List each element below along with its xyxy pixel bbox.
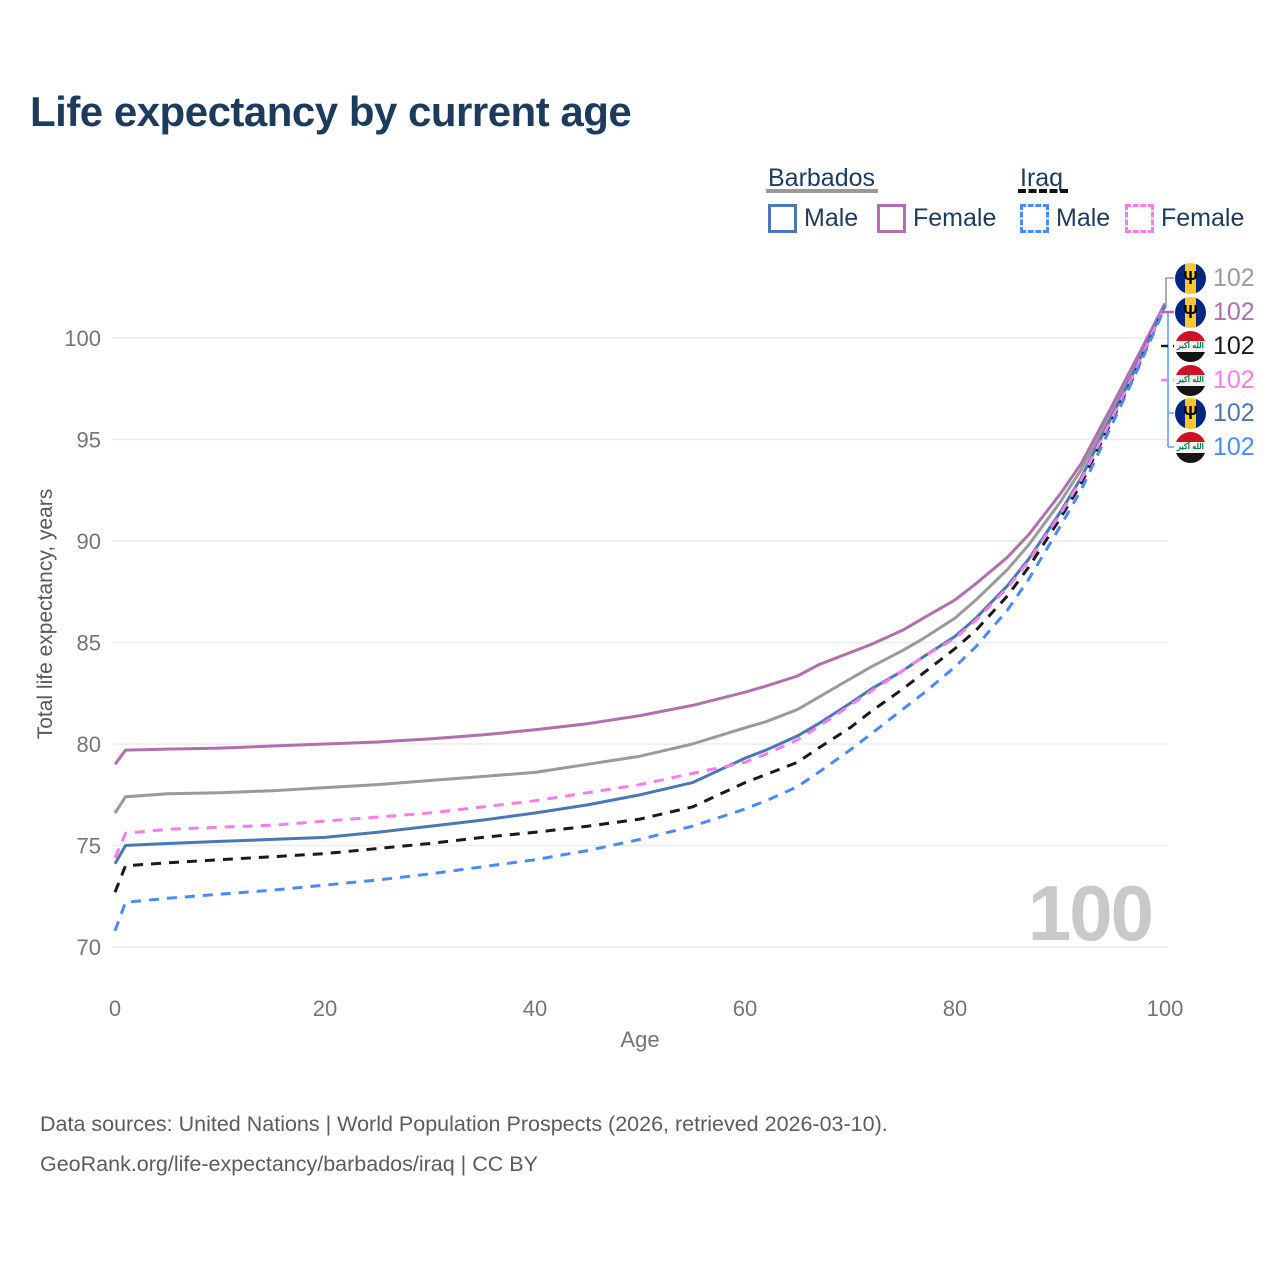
legend-swatch-barbados-female[interactable]	[877, 204, 906, 233]
trident-glyph: Ψ	[1183, 267, 1198, 288]
legend-item-barbados-female[interactable]: Female	[877, 204, 996, 233]
age-counter-watermark: 100	[1027, 869, 1154, 957]
legend-item-label[interactable]: Female	[1161, 204, 1245, 232]
series-line-barbados-male[interactable]	[113, 304, 1167, 865]
x-axis-title: Age	[620, 1027, 660, 1052]
trident-glyph: Ψ	[1183, 301, 1198, 322]
footer: Data sources: United Nations | World Pop…	[40, 1104, 888, 1184]
iraq-flag-icon: الله أكبر	[1175, 330, 1206, 362]
legend-swatch-barbados-male[interactable]	[768, 204, 797, 233]
end-label-value: 102	[1213, 331, 1255, 360]
trident-glyph: Ψ	[1183, 402, 1198, 423]
end-label-iraq-male: الله أكبر 102	[1175, 430, 1255, 464]
legend-group-iraq-label: Iraq	[1020, 164, 1064, 192]
end-label-value: 102	[1213, 297, 1255, 326]
y-axis-title: Total life expectancy, years	[34, 488, 57, 740]
legend-item-label[interactable]: Male	[1056, 204, 1111, 232]
legend-group-barbados-label: Barbados	[768, 164, 876, 192]
end-label-barbados-both-sexes: Ψ 102	[1175, 261, 1255, 295]
series-line-iraq-female[interactable]	[113, 304, 1167, 859]
attribution-line: GeoRank.org/life-expectancy/barbados/ira…	[40, 1152, 538, 1176]
leader-barbados-both	[1165, 277, 1174, 308]
x-tick-label-40: 40	[523, 996, 547, 1021]
barbados-flag-icon: Ψ	[1175, 397, 1206, 429]
series-line-iraq-both-sexes[interactable]	[113, 304, 1167, 893]
y-tick-label-70: 70	[77, 935, 101, 960]
y-tick-label-85: 85	[77, 631, 101, 656]
end-label-value: 102	[1213, 432, 1255, 461]
y-tick-label-95: 95	[77, 428, 101, 453]
x-tick-label-80: 80	[943, 996, 967, 1021]
legend-item-iraq-male[interactable]: Male	[1020, 204, 1110, 233]
legend-swatch-iraq-male[interactable]	[1020, 204, 1049, 233]
end-label-barbados-male: Ψ 102	[1175, 396, 1255, 430]
barbados-flag-icon: Ψ	[1175, 262, 1206, 294]
legend-item-label[interactable]: Male	[804, 204, 859, 232]
legend-swatch-iraq-female[interactable]	[1125, 204, 1154, 233]
end-label-iraq-both-sexes: الله أكبر 102	[1175, 329, 1255, 363]
data-sources-line: Data sources: United Nations | World Pop…	[40, 1112, 888, 1136]
takbir-glyph: الله أكبر	[1177, 341, 1204, 350]
end-label-iraq-female: الله أكبر 102	[1175, 363, 1255, 397]
y-tick-label-75: 75	[77, 834, 101, 859]
x-tick-label-100: 100	[1147, 996, 1184, 1021]
legend-item-barbados-male[interactable]: Male	[768, 204, 858, 233]
y-tick-label-100: 100	[64, 326, 101, 351]
x-tick-label-0: 0	[109, 996, 121, 1021]
y-tick-label-80: 80	[77, 732, 101, 757]
end-label-value: 102	[1213, 365, 1255, 394]
series-line-iraq-male[interactable]	[113, 306, 1167, 932]
series-line-barbados-both-sexes[interactable]	[113, 302, 1167, 814]
legend-line-sample-barbados	[766, 189, 878, 193]
legend-line-sample-iraq	[1018, 189, 1068, 193]
y-tick-label-90: 90	[77, 529, 101, 554]
iraq-flag-icon: الله أكبر	[1175, 364, 1206, 396]
legend-item-label[interactable]: Female	[913, 204, 997, 232]
end-label-value: 102	[1213, 263, 1255, 292]
iraq-flag-icon: الله أكبر	[1175, 431, 1206, 463]
end-label-barbados-female: Ψ 102	[1175, 295, 1255, 329]
barbados-flag-icon: Ψ	[1175, 296, 1206, 328]
page-title: Life expectancy by current age	[30, 88, 632, 135]
end-label-value: 102	[1213, 398, 1255, 427]
x-tick-label-20: 20	[313, 996, 337, 1021]
takbir-glyph: الله أكبر	[1177, 442, 1204, 451]
takbir-glyph: الله أكبر	[1177, 375, 1204, 384]
x-tick-label-60: 60	[733, 996, 757, 1021]
series-line-barbados-female[interactable]	[113, 302, 1167, 766]
legend-item-iraq-female[interactable]: Female	[1125, 204, 1244, 233]
